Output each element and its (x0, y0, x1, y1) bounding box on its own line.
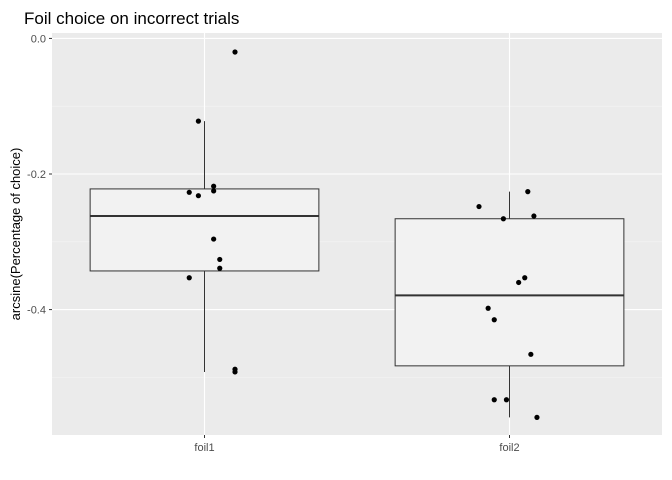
data-point (232, 49, 238, 55)
box-iqr (394, 218, 625, 367)
data-point (534, 414, 540, 420)
data-point (195, 193, 201, 199)
y-axis: 0.0 -0.2 -0.4 (27, 33, 52, 317)
y-axis-title: arcsine(Percentage of choice) (8, 148, 23, 321)
data-point (531, 213, 537, 219)
data-point (485, 305, 491, 311)
boxes-layer (89, 121, 625, 418)
data-point (217, 265, 223, 271)
data-point (525, 189, 531, 195)
data-point (211, 183, 217, 189)
data-point (195, 118, 201, 124)
data-point (522, 275, 528, 281)
data-point (528, 351, 534, 357)
data-point (491, 317, 497, 323)
y-tick-label: -0.4 (27, 305, 46, 317)
data-point (503, 397, 510, 403)
data-point (476, 203, 482, 210)
box-iqr (89, 188, 320, 272)
y-tick-label: 0.0 (31, 33, 46, 45)
data-point (516, 279, 522, 286)
data-point (217, 256, 223, 263)
data-point (500, 216, 506, 222)
data-point (186, 275, 192, 281)
chart-title: Foil choice on incorrect trials (24, 9, 239, 28)
x-axis: foil1 foil2 (194, 435, 520, 454)
x-tick-label: foil2 (499, 442, 519, 454)
box-foil1 (89, 121, 320, 372)
x-tick-label: foil1 (194, 442, 214, 454)
data-point (491, 397, 497, 403)
points-layer (186, 49, 540, 420)
data-point (211, 236, 217, 242)
data-point (232, 369, 238, 375)
data-point (186, 189, 192, 195)
y-tick-label: -0.2 (27, 169, 46, 181)
data-point (211, 188, 217, 194)
box-foil2 (394, 191, 625, 418)
